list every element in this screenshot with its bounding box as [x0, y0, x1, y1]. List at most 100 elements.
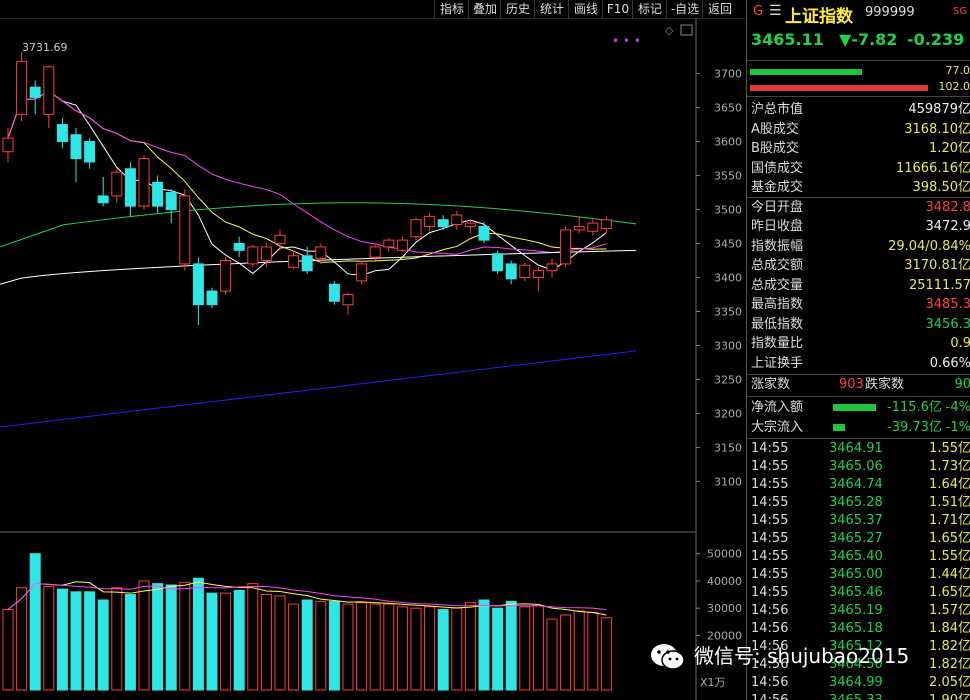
tick-amount: 1.82亿 [929, 639, 970, 654]
candle-body[interactable] [492, 253, 504, 272]
toolbar-button-8[interactable]: 返回 [702, 0, 737, 18]
candle-body[interactable] [356, 263, 368, 282]
toolbar-button-0[interactable]: 指标 [434, 0, 469, 18]
candle-body[interactable] [2, 137, 14, 153]
stat-value: 3485.3 [925, 297, 970, 312]
candle-body[interactable] [152, 181, 164, 207]
candle-body[interactable] [70, 134, 82, 160]
toolbar-button-7[interactable]: -自选 [666, 0, 703, 18]
ma120-line [0, 249, 637, 285]
candle-body[interactable] [43, 66, 55, 115]
tick-row: 14:56 3464.50 1.82亿 [751, 656, 970, 674]
flow-bar [833, 424, 845, 431]
diamond-icon[interactable]: ◇ [665, 24, 674, 37]
volume-bar [600, 617, 612, 691]
toolbar-button-2[interactable]: 历史 [500, 0, 535, 18]
tick-amount: 1.65亿 [929, 531, 970, 546]
kline-chart[interactable]: 3700 3650 3600 3550 3500 3450 3400 3350 3300 3250… [0, 18, 746, 700]
candle-body[interactable] [179, 195, 191, 265]
tick-price: 3464.99 [829, 675, 883, 690]
flow-bar [833, 404, 877, 411]
price-tick-label: 3600 [714, 136, 742, 149]
more-indicator-dots[interactable]: • • • [612, 34, 641, 48]
stat-row: B股成交 1.20亿 [751, 139, 970, 158]
price-tick-label: 3350 [714, 305, 742, 318]
candle-body[interactable] [165, 192, 177, 211]
volume-bar [111, 587, 123, 691]
index-name: 上证指数 [785, 7, 853, 27]
candle-body[interactable] [587, 222, 599, 232]
candle-body[interactable] [546, 263, 558, 272]
candle-body[interactable] [383, 239, 395, 248]
candle-body[interactable] [206, 290, 218, 306]
candle-body[interactable] [369, 246, 381, 258]
candle-body[interactable] [56, 124, 68, 143]
candle-body[interactable] [573, 226, 585, 231]
candle-body[interactable] [97, 195, 109, 204]
candle-body[interactable] [288, 255, 300, 268]
candle-body[interactable] [560, 229, 572, 265]
price-tick-label: 3250 [714, 373, 742, 386]
down-volume-value: 102.0 [938, 80, 970, 93]
stat-row: 昨日收盘 3472.9 [751, 217, 970, 236]
volume-bar [587, 611, 599, 691]
candle-body[interactable] [410, 219, 422, 238]
candle-body[interactable] [233, 243, 245, 251]
candle-body[interactable] [342, 293, 354, 306]
price-tick-label: 3500 [714, 204, 742, 217]
toolbar-button-4[interactable]: 画线 [568, 0, 603, 18]
candle-body[interactable] [111, 171, 123, 197]
toolbar-button-5[interactable]: F10 [602, 0, 633, 18]
candle-body[interactable] [451, 214, 463, 225]
tick-amount: 2.05亿 [929, 675, 970, 690]
candle-body[interactable] [464, 222, 476, 228]
candle-body[interactable] [478, 226, 490, 241]
candle-body[interactable] [315, 246, 327, 259]
tick-price: 3465.18 [829, 621, 883, 636]
price-tick-label: 3100 [714, 475, 742, 488]
tick-row: 14:55 3465.46 1.65亿 [751, 584, 970, 602]
candle-body[interactable] [16, 60, 28, 115]
tick-price: 3464.91 [829, 441, 883, 456]
candle-body[interactable] [600, 219, 612, 230]
candle-body[interactable] [437, 219, 449, 228]
toolbar-button-1[interactable]: 叠加 [468, 0, 501, 18]
candle-body[interactable] [519, 264, 531, 278]
volume-bar [192, 577, 204, 691]
candle-body[interactable] [532, 270, 544, 278]
tick-row: 14:55 3465.28 1.51亿 [751, 494, 970, 512]
tick-price: 3465.19 [829, 603, 883, 618]
stat-row: 最高指数 3485.3 [751, 295, 970, 314]
tick-amount: 1.55亿 [929, 549, 970, 564]
close-icon[interactable] [680, 24, 693, 36]
chart-grid [0, 18, 746, 700]
toolbar-button-3[interactable]: 统计 [534, 0, 569, 18]
candle-body[interactable] [260, 246, 272, 262]
menu-icon[interactable]: ☰ [769, 3, 782, 19]
axis-labels: 3700 3650 3600 3550 3500 3450 3400 3350 3300 3250… [22, 24, 742, 689]
candle-body[interactable] [124, 168, 136, 207]
index-code: 999999 [865, 5, 915, 20]
candle-body[interactable] [84, 141, 96, 163]
candle-body[interactable] [328, 283, 340, 302]
volume-bar [424, 606, 436, 691]
toolbar-button-6[interactable]: 标记 [632, 0, 667, 18]
candle-body[interactable] [29, 86, 41, 98]
candle-body[interactable] [396, 239, 408, 251]
quote-header: G ☰ 上证指数 999999 SG [747, 0, 970, 27]
tick-row: 14:56 3465.18 1.84亿 [751, 620, 970, 638]
candle-body[interactable] [505, 263, 517, 280]
tick-time: 14:55 [751, 441, 789, 456]
price-tick-label: 3400 [714, 272, 742, 285]
candle-body[interactable] [247, 246, 259, 265]
candle-body[interactable] [274, 234, 286, 245]
stat-row: 指数振幅 29.04/0.84% [751, 237, 970, 256]
candle-body[interactable] [220, 260, 232, 292]
candle-body[interactable] [424, 215, 436, 228]
candle-body[interactable] [192, 263, 204, 306]
tick-time: 14:56 [751, 692, 788, 700]
candle-body[interactable] [301, 255, 313, 272]
flow-row: 大宗流入 -39.73亿 -1% [751, 418, 970, 437]
stat-row: 最低指数 3456.3 [751, 315, 970, 334]
candle-body[interactable] [138, 158, 150, 207]
